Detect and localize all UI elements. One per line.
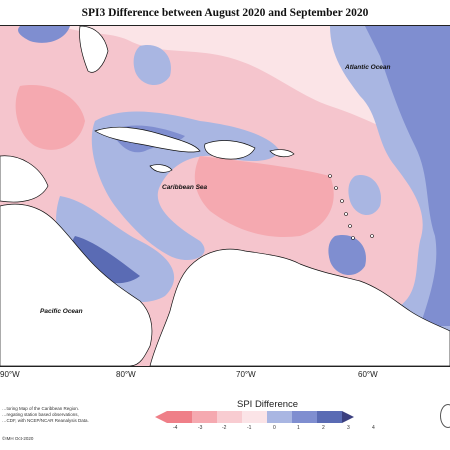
legend-swatch [167, 411, 192, 423]
land-masses [0, 26, 450, 366]
legend-tick: 0 [273, 425, 276, 431]
longitude-label-60w: 60°W [358, 370, 378, 379]
caribbean-sea-label: Caribbean Sea [162, 184, 208, 191]
legend-tick: 1 [297, 425, 300, 431]
map-title: SPI3 Difference between August 2020 and … [81, 7, 369, 19]
spi-map: Atlantic Ocean Caribbean Sea Pacific Oce… [0, 25, 450, 367]
yucatan-land [0, 155, 49, 203]
atlantic-ocean-label: Atlantic Ocean [345, 64, 391, 71]
eastern-caribbean-dry [194, 156, 334, 237]
footer-credit: ©IMH Oct-2020 [2, 436, 34, 441]
legend-title: SPI Difference [237, 399, 299, 410]
lesser-antilles [328, 174, 374, 240]
organization-logo [440, 404, 450, 428]
florida-land [79, 26, 109, 73]
legend-swatch [292, 411, 317, 423]
trinidad-wet-spot [328, 235, 366, 276]
longitude-label-80w: 80°W [116, 370, 136, 379]
jamaica-land [149, 164, 173, 173]
legend-swatch [317, 411, 342, 423]
nw-wet-pocket [18, 26, 70, 43]
legend-tick: 2 [322, 425, 325, 431]
legend-tick: -1 [247, 425, 252, 431]
puerto-rico-land [269, 149, 295, 158]
cuba-land [94, 126, 201, 153]
legend-swatch [217, 411, 242, 423]
legend-arrow-high [342, 411, 354, 423]
legend-tick: 3 [347, 425, 350, 431]
pacific-ocean-label: Pacific Ocean [40, 308, 83, 315]
central-america-land [0, 203, 153, 366]
atlantic-wet-core [365, 26, 450, 326]
hispaniola-land [204, 140, 256, 160]
antilles-wet-spot [348, 175, 381, 216]
footer-line: …toring Map of the Caribbean Region. [2, 406, 80, 411]
south-america-land [149, 248, 450, 366]
longitude-label-70w: 70°W [236, 370, 256, 379]
bahamas-wet [133, 45, 171, 86]
legend-tick: 4 [372, 425, 375, 431]
legend-arrow-low [155, 411, 167, 423]
longitude-label-90w: 90°W [0, 370, 20, 379]
legend-colorbar [155, 411, 354, 423]
legend-tick: -4 [173, 425, 178, 431]
gulf-dry-core [15, 85, 85, 150]
footer-line: …CDF, with NCEP/NCAR Reanalysis Data. [2, 418, 89, 423]
legend-swatch [242, 411, 267, 423]
footer-line: …regating station based observations, [2, 412, 79, 417]
legend-swatch [192, 411, 217, 423]
legend-swatch [267, 411, 292, 423]
spi-map-canvas [0, 26, 450, 366]
legend-tick: -2 [222, 425, 227, 431]
footer-note: …toring Map of the Caribbean Region. …re… [2, 406, 89, 424]
legend-tick: -3 [198, 425, 203, 431]
